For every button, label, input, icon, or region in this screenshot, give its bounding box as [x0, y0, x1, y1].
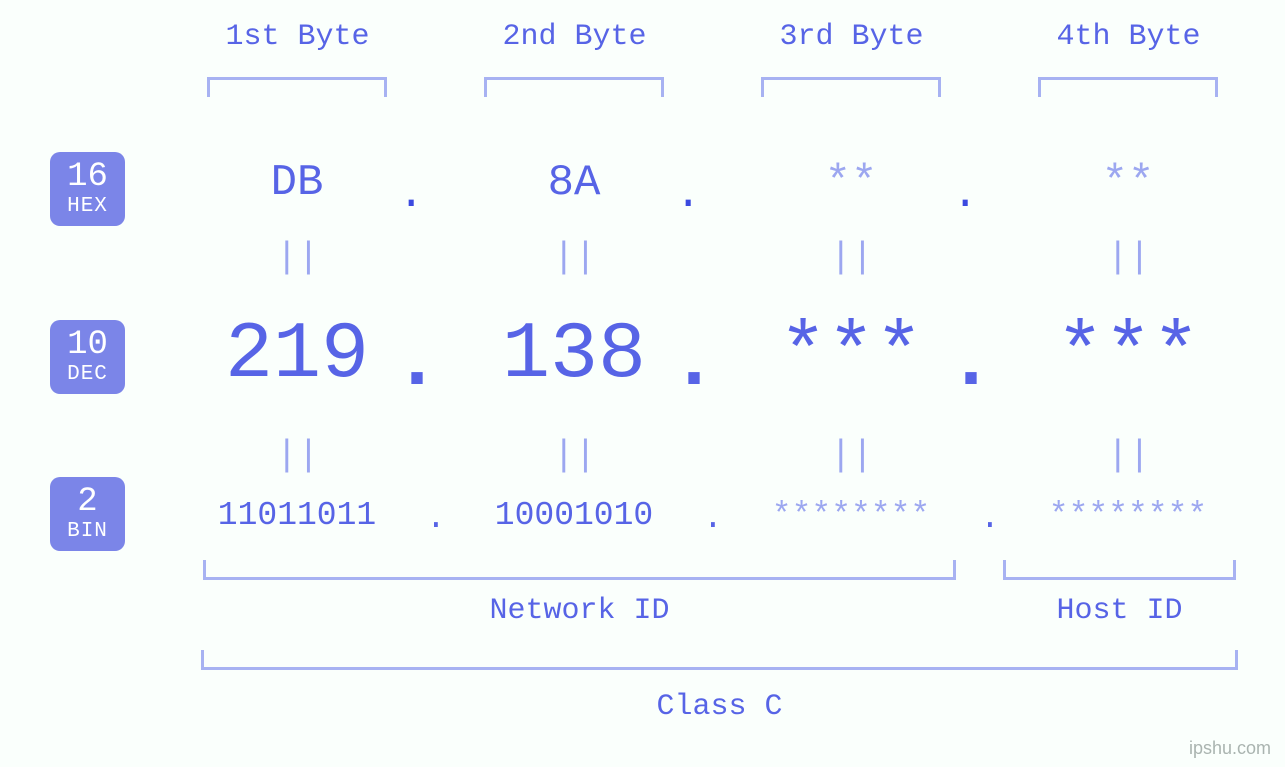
watermark: ipshu.com — [1189, 738, 1271, 759]
badge-dec-base: 10 — [67, 328, 108, 364]
equals-1-4: || — [1107, 237, 1150, 278]
dec-dot-3: . — [947, 318, 995, 409]
bin-byte-3: ******** — [751, 497, 951, 534]
hex-byte-4: ** — [1078, 158, 1178, 208]
hex-dot-2: . — [675, 170, 701, 220]
equals-1-3: || — [830, 237, 873, 278]
badge-dec-sys: DEC — [67, 364, 108, 386]
equals-1-1: || — [276, 237, 319, 278]
byte-header-2: 2nd Byte — [492, 20, 657, 54]
label-host-id: Host ID — [1003, 594, 1236, 628]
badge-bin: 2 BIN — [50, 477, 125, 551]
label-network-id: Network ID — [203, 594, 956, 628]
hex-byte-3: ** — [801, 158, 901, 208]
hex-byte-1: DB — [247, 158, 347, 208]
badge-dec: 10 DEC — [50, 320, 125, 394]
dec-byte-3: *** — [741, 310, 961, 401]
equals-2-4: || — [1107, 435, 1150, 476]
bin-byte-1: 11011011 — [197, 497, 397, 534]
badge-bin-base: 2 — [77, 485, 97, 521]
badge-hex: 16 HEX — [50, 152, 125, 226]
bracket-network — [203, 560, 956, 580]
dec-byte-2: 138 — [464, 310, 684, 401]
hex-byte-2: 8A — [524, 158, 624, 208]
byte-header-1: 1st Byte — [215, 20, 380, 54]
bracket-top-4 — [1038, 77, 1218, 97]
bracket-top-1 — [207, 77, 387, 97]
bracket-top-2 — [484, 77, 664, 97]
byte-header-3: 3rd Byte — [769, 20, 934, 54]
dec-byte-1: 219 — [187, 310, 407, 401]
equals-2-3: || — [830, 435, 873, 476]
badge-hex-sys: HEX — [67, 196, 108, 218]
equals-1-2: || — [553, 237, 596, 278]
dec-byte-4: *** — [1018, 310, 1238, 401]
label-class: Class C — [201, 690, 1238, 724]
equals-2-2: || — [553, 435, 596, 476]
hex-dot-3: . — [952, 170, 978, 220]
bin-dot-2: . — [703, 500, 723, 537]
badge-bin-sys: BIN — [67, 521, 108, 543]
hex-dot-1: . — [398, 170, 424, 220]
bracket-host — [1003, 560, 1236, 580]
bin-byte-4: ******** — [1028, 497, 1228, 534]
bin-byte-2: 10001010 — [474, 497, 674, 534]
dec-dot-1: . — [393, 318, 441, 409]
badge-hex-base: 16 — [67, 160, 108, 196]
equals-2-1: || — [276, 435, 319, 476]
bracket-class — [201, 650, 1238, 670]
bin-dot-3: . — [980, 500, 1000, 537]
dec-dot-2: . — [670, 318, 718, 409]
bracket-top-3 — [761, 77, 941, 97]
bin-dot-1: . — [426, 500, 446, 537]
byte-header-4: 4th Byte — [1046, 20, 1211, 54]
